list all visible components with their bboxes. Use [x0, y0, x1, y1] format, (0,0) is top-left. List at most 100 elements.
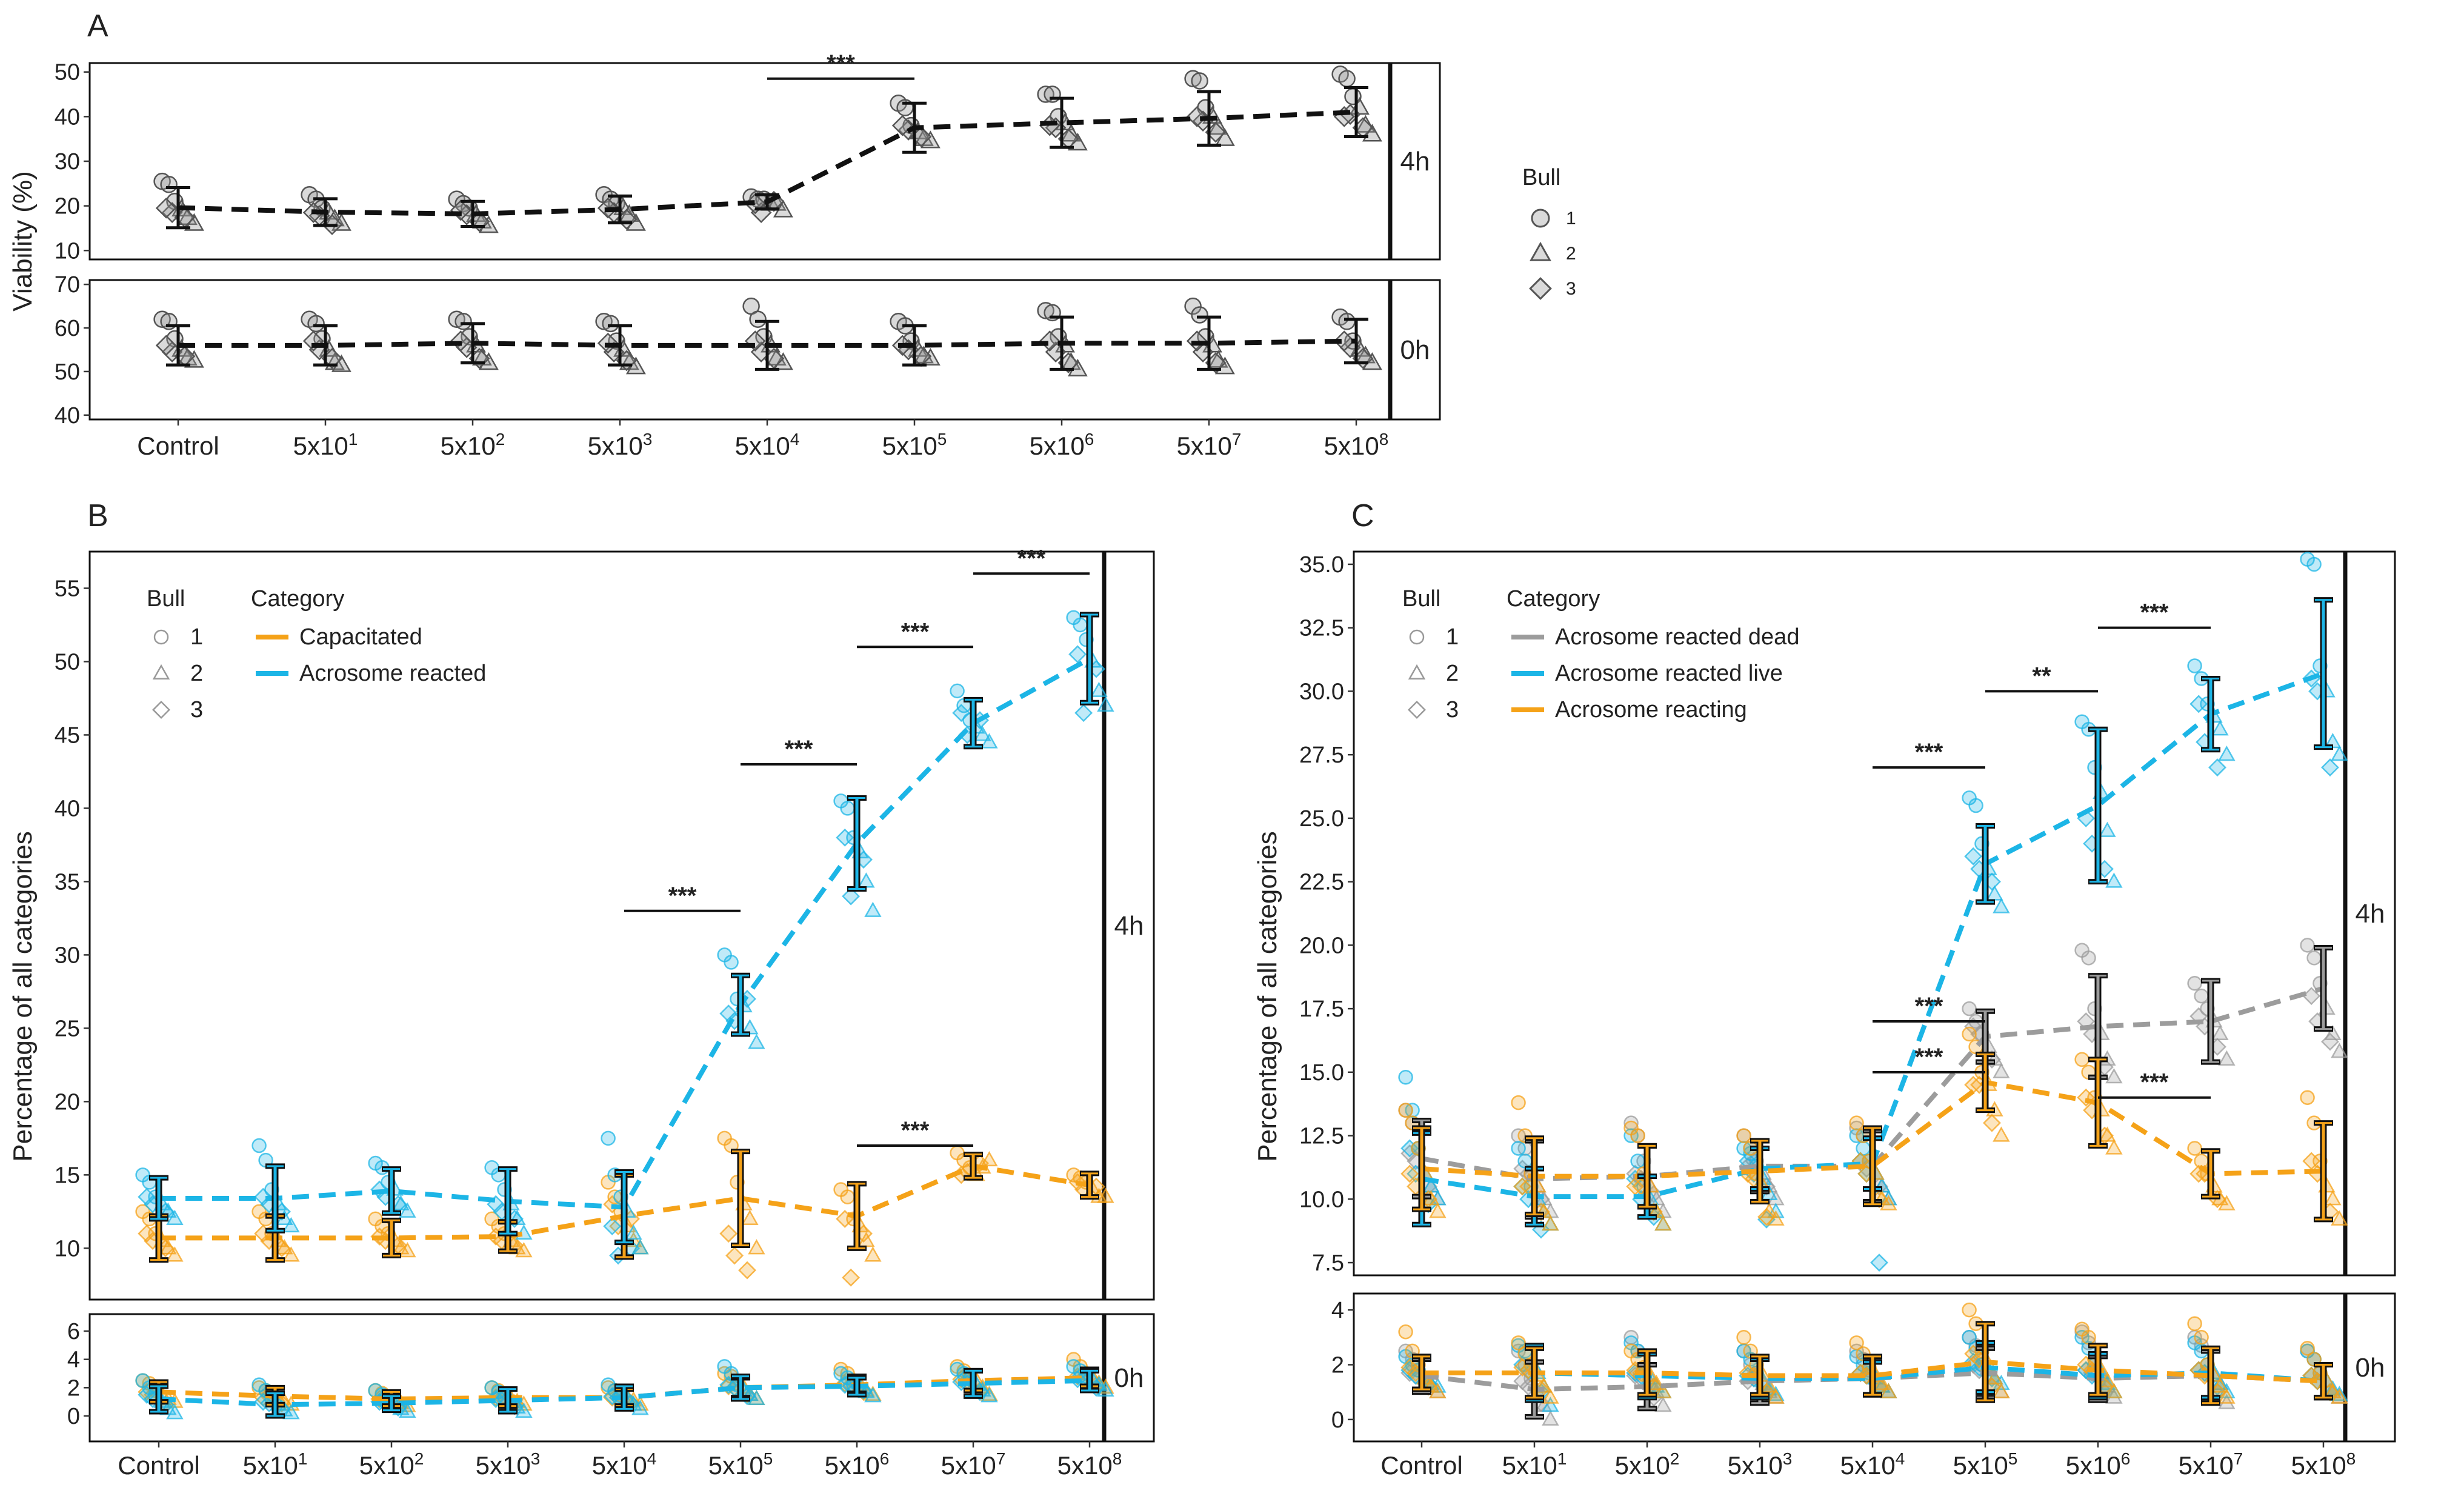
data-point-acrosome-reacted [842, 887, 861, 906]
data-point-acrosome-reacted-dead [1962, 1001, 1977, 1017]
y-tick-label: 35.0 [1299, 552, 1344, 578]
panel-b-facet-4h: 4h 10 15 20 25 30 35 40 45 50 55 *** *** *** *** *** [55, 545, 1155, 1301]
x-tick-label: Control [118, 1451, 199, 1480]
x-tick-label: 5x106 [825, 1449, 890, 1480]
data-point-acrosome-reacted-live [2208, 758, 2226, 777]
data-point-acrosome-reacted-dead [1993, 1063, 2010, 1078]
data-point-acrosome-reacting [2300, 1090, 2315, 1105]
y-tick-label: 7.5 [1312, 1250, 1344, 1276]
data-point-acrosome-reacted [864, 1387, 882, 1403]
significance-label: *** [1915, 739, 1943, 766]
significance-label: *** [1915, 993, 1943, 1020]
legend-bull-diamond-icon [1529, 277, 1552, 300]
panel-b-facet-0h: 0h 0 24 6 [67, 1313, 1155, 1443]
y-tick-label: 4 [67, 1347, 80, 1373]
data-point-capacitated [741, 1209, 759, 1225]
data-point-acrosome-reacting [1400, 1358, 1419, 1377]
panel-c-facet-4h: 4h 7.5 10.0 12.5 15.0 17.5 20.0 22.5 25.0 27.5 30.… [1299, 550, 2396, 1277]
x-tick-label: 5x105 [1953, 1449, 2018, 1480]
data-point-capacitated [1097, 1187, 1114, 1203]
data-point-acrosome-reacted [950, 683, 965, 699]
x-tick-label: 5x102 [1615, 1449, 1680, 1480]
x-tick-label: Control [137, 432, 219, 460]
data-point-acrosome-reacted-dead [2187, 975, 2202, 991]
data-point-capacitated [748, 1239, 765, 1255]
y-tick-label: 45 [55, 723, 80, 748]
x-tick-label: 5x104 [1840, 1449, 1905, 1480]
legend-bull-triangle-icon [152, 664, 170, 680]
legend-bull-title: Bull [147, 586, 185, 612]
facet-strip-label: 4h [1400, 147, 1430, 176]
data-point-viability [450, 199, 471, 221]
y-tick-label: 50 [55, 60, 80, 85]
facet-strip [2344, 1292, 2396, 1443]
y-tick-label: 2 [67, 1375, 80, 1401]
x-tick-label: 5x101 [243, 1449, 308, 1480]
significance-label: *** [901, 618, 930, 645]
facet-strip [1389, 62, 1441, 261]
y-tick-label: 30 [55, 149, 80, 175]
data-point-viability [1338, 313, 1356, 330]
data-point-acrosome-reacted-dead [2324, 1024, 2342, 1041]
data-point-acrosome-reacted-dead [1542, 1410, 1559, 1426]
data-point-capacitated [719, 1224, 738, 1243]
legend-bull-label: 1 [1446, 624, 1459, 650]
data-point-acrosome-reacting [1962, 1302, 1977, 1318]
data-point-acrosome-reacted-dead [2331, 1043, 2348, 1058]
data-point-acrosome-reacted-dead [2218, 1050, 2236, 1066]
facet-strip-label: 0h [2356, 1353, 2385, 1383]
data-point-acrosome-reacted-live [2331, 745, 2348, 761]
y-tick-label: 20 [55, 1089, 80, 1115]
data-point-acrosome-reacted [603, 1217, 622, 1235]
data-point-acrosome-reacted [724, 955, 739, 970]
series-line-acrosome-reacted-live [1421, 671, 2325, 1200]
legend-bull-circle-icon [1531, 209, 1550, 228]
data-point-acrosome-reacting [1654, 1383, 1672, 1398]
y-tick-label: 32.5 [1299, 616, 1344, 641]
y-tick-label: 6 [67, 1319, 80, 1344]
data-point-viability [1191, 306, 1208, 324]
data-point-acrosome-reacting [2324, 1190, 2342, 1206]
y-tick-label: 27.5 [1299, 743, 1344, 768]
data-point-viability [1338, 70, 1356, 88]
data-point-viability [920, 130, 941, 149]
data-point-acrosome-reacted-live [1968, 798, 1983, 813]
series-line-acrosome-reacted-dead [1421, 1370, 2324, 1392]
y-tick-label: 40 [55, 796, 80, 821]
data-point-capacitated [725, 1246, 744, 1265]
y-axis-title: Percentage of all categories [8, 831, 38, 1161]
data-point-acrosome-reacted-dead [2300, 938, 2315, 953]
legend-bull-triangle-icon [1408, 664, 1426, 680]
x-tick-label: 5x107 [941, 1449, 1006, 1480]
data-point-viability [478, 215, 499, 233]
data-point-acrosome-reacted-dead [2105, 1388, 2123, 1404]
facet-strip-label: 0h [1114, 1363, 1144, 1393]
data-point-acrosome-reacting [2074, 1052, 2089, 1067]
panel-a-facet-0h: 0h 40 50 60 70 [55, 272, 1441, 429]
data-point-acrosome-reacted [166, 1404, 184, 1420]
data-point-viability [1186, 105, 1208, 127]
x-tick-label: 5x106 [2066, 1449, 2131, 1480]
data-point-capacitated [738, 1261, 756, 1280]
panel-c-letter: C [1351, 498, 1374, 533]
data-point-acrosome-reacting [1429, 1203, 1447, 1218]
facet-strip [1389, 279, 1441, 421]
facet-strip [1103, 1313, 1155, 1443]
data-point-acrosome-reacted [981, 733, 998, 749]
significance-label: *** [1915, 1044, 1943, 1070]
data-point-capacitated [515, 1241, 533, 1258]
significance-label: *** [901, 1117, 930, 1144]
data-point-acrosome-reacted [840, 801, 855, 816]
data-point-acrosome-reacted [1068, 645, 1087, 664]
legend-label: 2 [1566, 244, 1576, 264]
data-point-acrosome-reacting [1400, 1164, 1419, 1183]
data-point-acrosome-reacted-live [1986, 885, 2003, 901]
legend-bull-label: 3 [190, 697, 203, 723]
legend-category-label: Acrosome reacted live [1555, 661, 1783, 686]
data-point-acrosome-reacting [2081, 1330, 2096, 1345]
data-point-acrosome-reacted [952, 704, 971, 723]
data-point-acrosome-reacting [1757, 1207, 1776, 1226]
data-point-acrosome-reacted-dead [2302, 987, 2321, 1006]
data-point-viability [307, 315, 325, 333]
data-point-viability [773, 352, 793, 370]
